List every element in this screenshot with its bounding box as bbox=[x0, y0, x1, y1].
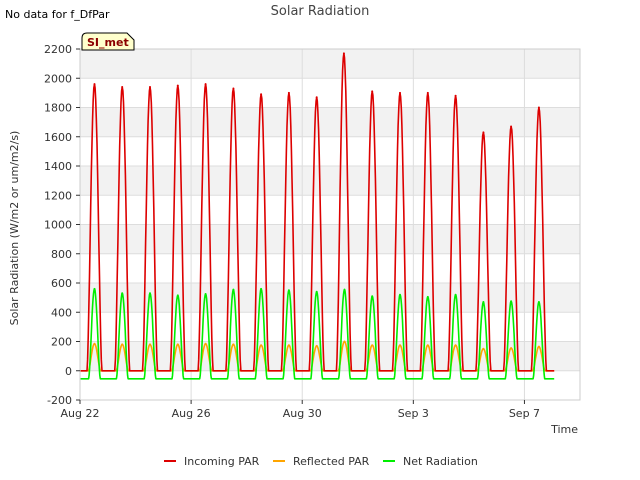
data-point bbox=[121, 343, 124, 346]
data-point bbox=[260, 287, 263, 290]
data-point bbox=[232, 343, 235, 346]
y-tick-label: 400 bbox=[51, 306, 72, 319]
x-tick-label: Aug 30 bbox=[283, 407, 322, 420]
data-point bbox=[426, 344, 429, 347]
data-point bbox=[149, 86, 151, 88]
data-point bbox=[149, 343, 151, 346]
x-axis-ticks: Aug 22 Aug 26 Aug 30 Sep 3 Sep 7 bbox=[61, 400, 540, 420]
data-point bbox=[482, 131, 485, 134]
data-point bbox=[371, 90, 374, 93]
x-tick-label: Aug 22 bbox=[61, 407, 100, 420]
data-point bbox=[121, 86, 124, 88]
y-axis-label: Solar Radiation (W/m2 or um/m2/s) bbox=[8, 131, 21, 326]
y-tick-label: 2000 bbox=[44, 72, 72, 85]
data-point bbox=[315, 96, 318, 99]
y-tick-label: 800 bbox=[51, 248, 72, 261]
data-point bbox=[510, 347, 513, 350]
data-point bbox=[287, 91, 290, 94]
data-point bbox=[315, 290, 318, 293]
data-point bbox=[93, 83, 96, 86]
badge-shape bbox=[81, 32, 135, 51]
data-point bbox=[482, 347, 485, 350]
plot-band bbox=[80, 166, 580, 196]
plot-band bbox=[80, 283, 580, 313]
data-point bbox=[426, 91, 429, 94]
chart-title: Solar Radiation bbox=[271, 4, 370, 19]
legend-entry: Incoming PAR bbox=[184, 455, 260, 468]
data-point bbox=[260, 344, 263, 347]
data-point bbox=[342, 52, 345, 55]
data-point bbox=[232, 288, 235, 291]
plot-band bbox=[80, 78, 580, 108]
data-point bbox=[454, 344, 457, 347]
y-tick-label: 1400 bbox=[44, 160, 72, 173]
data-point bbox=[510, 125, 513, 128]
data-point bbox=[482, 301, 485, 303]
x-tick-label: Sep 7 bbox=[509, 407, 540, 420]
plot-band bbox=[80, 370, 580, 400]
y-axis-ticks: -200 0 200 400 600 800 1000 1200 1400 1600 1800 200… bbox=[44, 43, 80, 407]
data-point bbox=[399, 293, 401, 296]
data-point bbox=[287, 344, 290, 347]
data-point bbox=[149, 292, 151, 295]
data-point bbox=[399, 91, 401, 94]
y-tick-label: 1200 bbox=[44, 189, 72, 202]
site-badge: SI_met bbox=[81, 32, 135, 51]
y-tick-label: 2200 bbox=[44, 43, 72, 56]
data-point bbox=[204, 293, 207, 295]
x-axis-label: Time bbox=[550, 423, 578, 436]
y-tick-label: 600 bbox=[51, 277, 72, 290]
y-tick-label: 0 bbox=[65, 365, 72, 378]
y-tick-label: -200 bbox=[47, 394, 72, 407]
data-point bbox=[232, 87, 235, 90]
data-point bbox=[537, 345, 540, 348]
data-point bbox=[454, 293, 457, 296]
y-tick-label: 200 bbox=[51, 336, 72, 349]
plot-band bbox=[80, 195, 580, 225]
y-tick-label: 1800 bbox=[44, 102, 72, 115]
data-point bbox=[371, 344, 374, 347]
data-point bbox=[121, 292, 124, 295]
plot-band bbox=[80, 341, 580, 371]
y-tick-label: 1000 bbox=[44, 219, 72, 232]
x-tick-label: Aug 26 bbox=[172, 407, 211, 420]
plot-band bbox=[80, 107, 580, 137]
data-point bbox=[537, 106, 540, 109]
plot-background bbox=[80, 49, 580, 400]
data-point bbox=[93, 287, 96, 290]
data-point bbox=[426, 295, 429, 298]
legend-entry: Reflected PAR bbox=[293, 455, 370, 468]
data-point bbox=[537, 301, 540, 303]
plot-band bbox=[80, 253, 580, 283]
badge-label: SI_met bbox=[87, 36, 129, 49]
data-point bbox=[315, 344, 318, 347]
plot-band bbox=[80, 136, 580, 166]
data-point bbox=[343, 288, 346, 291]
data-point bbox=[204, 342, 207, 345]
data-point bbox=[454, 94, 457, 97]
data-point bbox=[260, 93, 263, 96]
data-point bbox=[287, 289, 290, 292]
data-point bbox=[176, 84, 179, 87]
data-point bbox=[93, 342, 96, 345]
x-tick-label: Sep 3 bbox=[398, 407, 429, 420]
no-data-note: No data for f_DfPar bbox=[5, 8, 110, 21]
plot-band bbox=[80, 224, 580, 254]
y-tick-label: 1600 bbox=[44, 131, 72, 144]
legend-entry: Net Radiation bbox=[403, 455, 478, 468]
data-point bbox=[176, 343, 179, 346]
legend: Incoming PAR Reflected PAR Net Radiation bbox=[164, 455, 478, 468]
series-layer bbox=[80, 52, 555, 380]
data-point bbox=[343, 340, 346, 343]
data-point bbox=[176, 294, 179, 297]
data-point bbox=[204, 83, 207, 86]
plot-band bbox=[80, 312, 580, 342]
data-point bbox=[371, 295, 374, 298]
data-point bbox=[399, 344, 401, 347]
plot-band bbox=[80, 49, 580, 79]
data-point bbox=[510, 300, 513, 303]
